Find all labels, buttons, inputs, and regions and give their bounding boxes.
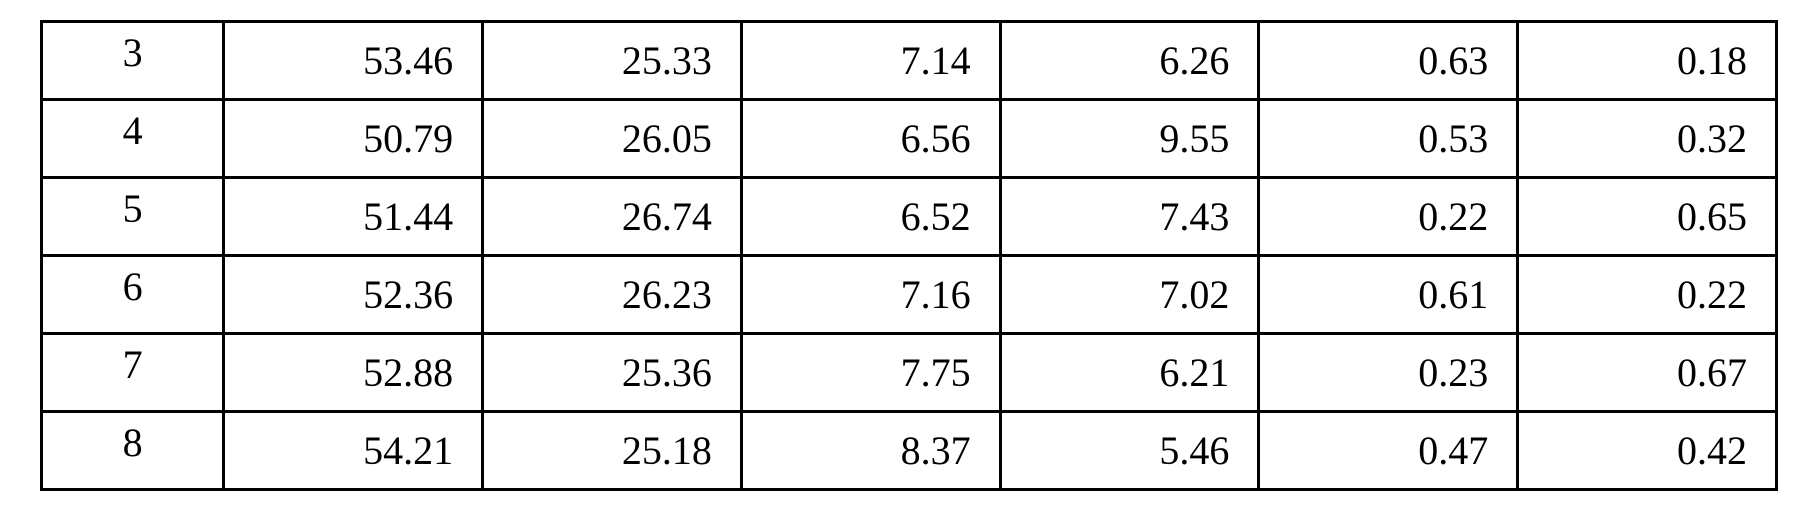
table-body: 3 53.46 25.33 7.14 6.26 0.63 0.18 4 50.7… (42, 22, 1777, 490)
table-cell: 7.43 (1000, 178, 1259, 256)
table-cell: 0.67 (1518, 334, 1777, 412)
table-cell: 0.22 (1518, 256, 1777, 334)
table-row: 8 54.21 25.18 8.37 5.46 0.47 0.42 (42, 412, 1777, 490)
table-cell: 7.16 (741, 256, 1000, 334)
row-index-cell: 4 (42, 100, 224, 178)
table-cell: 52.88 (224, 334, 483, 412)
table-cell: 26.74 (483, 178, 742, 256)
table-cell: 9.55 (1000, 100, 1259, 178)
table-row: 7 52.88 25.36 7.75 6.21 0.23 0.67 (42, 334, 1777, 412)
table-cell: 7.14 (741, 22, 1000, 100)
table-cell: 0.63 (1259, 22, 1518, 100)
table-cell: 54.21 (224, 412, 483, 490)
table-cell: 50.79 (224, 100, 483, 178)
table-row: 6 52.36 26.23 7.16 7.02 0.61 0.22 (42, 256, 1777, 334)
table-cell: 6.52 (741, 178, 1000, 256)
table-cell: 26.05 (483, 100, 742, 178)
table-container: 3 53.46 25.33 7.14 6.26 0.63 0.18 4 50.7… (0, 0, 1818, 526)
table-cell: 0.23 (1259, 334, 1518, 412)
table-row: 5 51.44 26.74 6.52 7.43 0.22 0.65 (42, 178, 1777, 256)
table-cell: 53.46 (224, 22, 483, 100)
table-cell: 5.46 (1000, 412, 1259, 490)
data-table: 3 53.46 25.33 7.14 6.26 0.63 0.18 4 50.7… (40, 20, 1778, 491)
table-cell: 7.75 (741, 334, 1000, 412)
table-cell: 0.32 (1518, 100, 1777, 178)
table-cell: 51.44 (224, 178, 483, 256)
row-index-cell: 3 (42, 22, 224, 100)
table-cell: 26.23 (483, 256, 742, 334)
row-index-cell: 8 (42, 412, 224, 490)
table-cell: 0.65 (1518, 178, 1777, 256)
row-index-cell: 5 (42, 178, 224, 256)
table-cell: 6.26 (1000, 22, 1259, 100)
table-cell: 25.18 (483, 412, 742, 490)
table-cell: 6.56 (741, 100, 1000, 178)
row-index-cell: 7 (42, 334, 224, 412)
row-index-cell: 6 (42, 256, 224, 334)
table-cell: 25.33 (483, 22, 742, 100)
table-cell: 6.21 (1000, 334, 1259, 412)
table-cell: 0.22 (1259, 178, 1518, 256)
table-cell: 52.36 (224, 256, 483, 334)
table-cell: 25.36 (483, 334, 742, 412)
table-row: 3 53.46 25.33 7.14 6.26 0.63 0.18 (42, 22, 1777, 100)
table-cell: 0.18 (1518, 22, 1777, 100)
table-row: 4 50.79 26.05 6.56 9.55 0.53 0.32 (42, 100, 1777, 178)
table-cell: 7.02 (1000, 256, 1259, 334)
table-cell: 0.42 (1518, 412, 1777, 490)
table-cell: 0.53 (1259, 100, 1518, 178)
table-cell: 0.61 (1259, 256, 1518, 334)
table-cell: 8.37 (741, 412, 1000, 490)
table-cell: 0.47 (1259, 412, 1518, 490)
